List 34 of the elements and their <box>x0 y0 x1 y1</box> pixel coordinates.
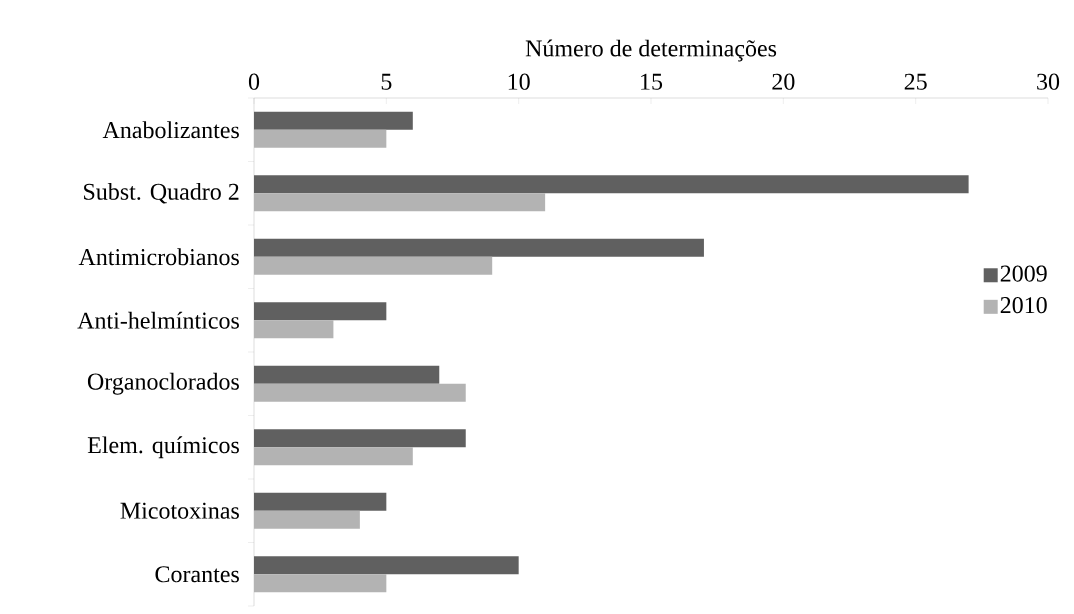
bar <box>254 492 387 511</box>
bar <box>254 574 387 593</box>
y-tick-label: Organoclorados <box>87 372 239 395</box>
x-tick-label: 20 <box>772 73 795 90</box>
y-tick-label: Anabolizantes <box>102 121 239 139</box>
y-tick-label: Antimicrobianos <box>78 248 239 266</box>
bar <box>254 510 360 529</box>
x-tick-label: 15 <box>641 73 663 90</box>
y-tick-label: Elem. químicos <box>87 436 239 459</box>
x-tick-label: 25 <box>904 73 927 90</box>
bar <box>254 129 387 148</box>
x-tick-label: 0 <box>248 73 260 90</box>
bar <box>254 556 519 575</box>
bar <box>254 256 493 275</box>
y-tick-label: Corantes <box>155 566 239 583</box>
legend-label: 2010 <box>1000 297 1047 314</box>
bar <box>254 383 466 402</box>
bar <box>254 175 969 194</box>
y-tick-label: Anti-helmínticos <box>77 311 239 329</box>
bar <box>254 111 413 130</box>
bar <box>254 193 546 212</box>
y-tick-label: Subst. Quadro 2 <box>84 182 239 204</box>
legend-label: 2009 <box>1000 265 1047 282</box>
y-tick-label: Micotoxinas <box>120 502 239 519</box>
x-tick-label: 30 <box>1037 73 1060 90</box>
x-axis-title: Número de determinações <box>525 39 777 62</box>
bar <box>254 320 334 339</box>
bar <box>254 302 387 321</box>
x-tick-label: 5 <box>381 73 392 90</box>
bar <box>254 238 704 257</box>
bar <box>254 429 466 448</box>
bar <box>254 447 413 466</box>
bar <box>254 365 440 384</box>
x-tick-label: 10 <box>508 73 530 90</box>
